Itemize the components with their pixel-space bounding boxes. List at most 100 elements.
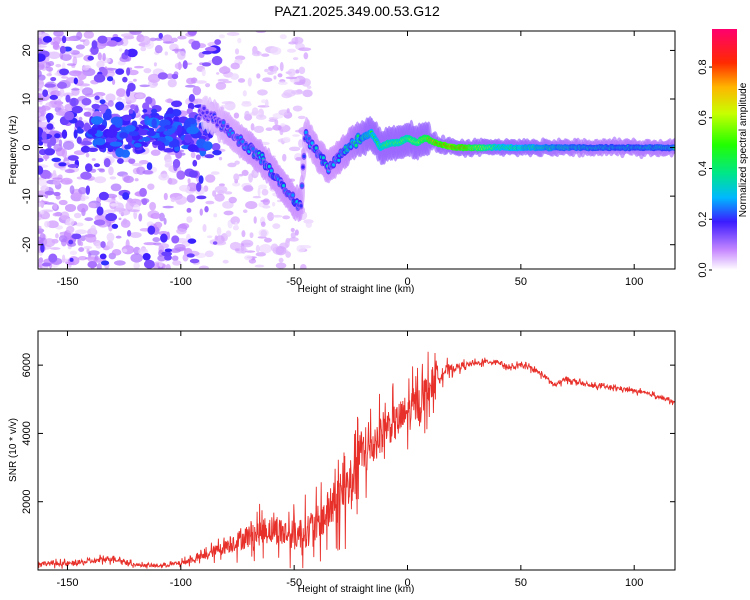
spectrogram-noise-cell (298, 66, 306, 75)
spectrogram-noise-cell (131, 162, 144, 167)
spectrogram-noise-cell (69, 185, 75, 195)
spectrogram-noise-cell (261, 188, 269, 196)
spectrogram-noise-cell (81, 87, 94, 96)
spectrogram-noise-cell (205, 83, 211, 88)
spectrogram-noise-cell (44, 148, 56, 156)
spectrogram-noise-cell (292, 134, 300, 137)
spectrogram-noise-cell (234, 248, 240, 252)
spectrogram-noise-cell (115, 68, 125, 75)
spectrogram-noise-cell (221, 101, 234, 105)
spectrogram-noise-cell (142, 109, 148, 113)
spectrogram-noise-cell (38, 121, 49, 128)
spectrogram-noise-cell (59, 68, 70, 76)
spectrogram-noise-cell (162, 41, 175, 44)
spectrogram-noise-cell (298, 47, 312, 52)
spectrogram-cluster-cell (97, 124, 106, 130)
spectrogram-noise-cell (273, 75, 277, 80)
spectrogram-noise-cell (50, 247, 61, 250)
spectrogram-noise-cell (110, 203, 119, 207)
spectrogram-noise-cell (139, 84, 150, 88)
spectrogram-cluster-cell (138, 129, 149, 136)
spectrogram-noise-cell (96, 206, 104, 216)
spectrogram-noise-cell (38, 53, 46, 62)
spectrogram-cluster-cell (167, 107, 174, 115)
spectrogram-ridge-core (197, 116, 201, 121)
spectrogram-noise-cell (196, 195, 207, 200)
spectrogram-noise-cell (102, 52, 106, 62)
spectrogram-noise-cell (295, 69, 300, 74)
spectrogram-noise-cell (56, 81, 68, 89)
spectrogram-noise-cell (230, 216, 241, 225)
spectrogram-noise-cell (279, 34, 287, 40)
spectrogram-ridge-core (299, 204, 303, 208)
spectrogram-noise-cell (234, 221, 239, 230)
spectrogram-noise-cell (51, 157, 62, 162)
spectrogram-cluster-cell (109, 141, 123, 147)
spectrogram-noise-cell (171, 255, 179, 261)
spectrogram-noise-cell (106, 76, 114, 82)
spectrogram-noise-cell (52, 169, 57, 177)
spectrogram-noise-cell (94, 95, 100, 100)
spectrogram-noise-cell (125, 239, 130, 249)
spectrogram-noise-cell (205, 174, 216, 183)
spectrogram-noise-cell (233, 112, 240, 119)
spectrogram-noise-cell (300, 264, 307, 269)
spectrogram-cluster-cell (87, 128, 98, 135)
spectrogram-noise-cell (212, 241, 218, 245)
spectrogram-cluster-cell (133, 142, 142, 148)
spectrogram-noise-cell (147, 225, 156, 235)
spectrogram-noise-cell (90, 45, 99, 56)
spectrogram-noise-cell (87, 147, 98, 153)
x-tick-label: -50 (286, 276, 302, 288)
spectrogram-noise-cell (129, 231, 142, 239)
spectrogram-noise-cell (102, 68, 108, 76)
spectrogram-ridge-core (202, 106, 206, 111)
spectrogram-noise-cell (38, 236, 44, 245)
spectrogram-noise-cell (176, 228, 187, 235)
spectrogram-noise-cell (38, 31, 42, 38)
spectrogram-noise-cell (127, 209, 140, 213)
spectrogram-noise-cell (122, 192, 130, 200)
spectrogram-noise-cell (231, 182, 241, 187)
spectrogram-noise-cell (79, 241, 84, 247)
spectrogram-noise-cell (38, 158, 44, 163)
spectrogram-noise-cell (290, 227, 295, 233)
spectrogram-noise-cell (171, 235, 180, 244)
spectrogram-noise-cell (241, 230, 246, 238)
spectrogram-noise-cell (253, 125, 265, 134)
spectrogram-noise-cell (165, 98, 174, 104)
spectrogram-ridge-core (300, 184, 304, 188)
spectrogram-noise-cell (76, 31, 83, 40)
spectrogram-noise-cell (258, 184, 268, 190)
spectrogram-noise-cell (153, 62, 157, 67)
spectrogram-noise-cell (55, 233, 59, 239)
spectrogram-noise-cell (296, 244, 306, 253)
spectrogram-noise-cell (116, 96, 123, 101)
spectrogram-noise-cell (129, 31, 142, 35)
spectrogram-noise-cell (65, 218, 75, 227)
spectrogram-noise-cell (215, 81, 227, 90)
x-tick-label: -100 (170, 577, 192, 589)
spectrogram-noise-cell (245, 250, 256, 253)
spectrogram-cluster-cell (105, 136, 117, 143)
spectrogram-ridge-core (251, 147, 255, 151)
spectrogram-noise-cell (95, 242, 102, 249)
spectrogram-noise-cell (272, 124, 282, 131)
spectrogram-noise-cell (196, 182, 202, 192)
spectrogram-noise-cell (38, 261, 43, 268)
spectrogram-noise-cell (80, 145, 91, 153)
spectrogram-noise-cell (88, 250, 100, 256)
spectrogram-noise-cell (138, 213, 143, 222)
spectrogram-noise-cell (80, 235, 86, 242)
spectrogram-noise-cell (230, 73, 240, 80)
spectrogram-noise-cell (195, 80, 207, 84)
spectrogram-noise-cell (133, 78, 137, 82)
spectrogram-cluster-cell (151, 108, 158, 114)
spectrogram-noise-cell (41, 262, 52, 267)
spectrogram-noise-cell (108, 166, 114, 176)
spectrogram-noise-cell (189, 258, 200, 264)
spectrogram-noise-cell (217, 78, 229, 82)
colorbar-tick-label: 0.6 (697, 110, 709, 125)
spectrogram-noise-cell (66, 225, 75, 234)
spectrogram-noise-cell (292, 57, 299, 61)
